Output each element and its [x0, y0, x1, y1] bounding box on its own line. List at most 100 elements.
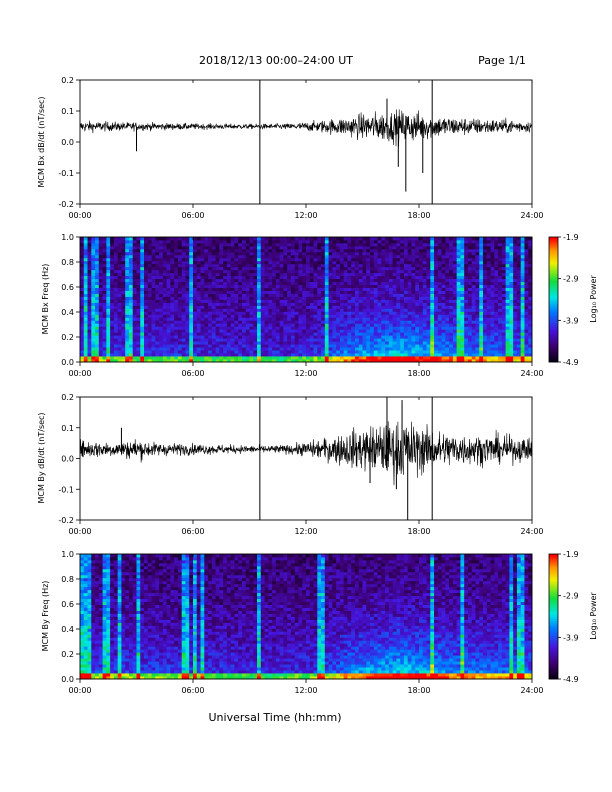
heatmap-cell [245, 263, 250, 268]
heatmap-cell [272, 353, 277, 357]
heatmap-cell [230, 278, 235, 283]
heatmap-cell [362, 299, 367, 303]
heatmap-cell [460, 338, 465, 342]
heatmap-cell [177, 272, 183, 277]
heatmap-cell [102, 350, 107, 354]
heatmap-cell [388, 326, 394, 330]
heatmap-cell [264, 266, 269, 271]
heatmap-cell [234, 275, 239, 280]
heatmap-cell [80, 356, 85, 360]
heatmap-cell [332, 323, 337, 327]
heatmap-cell [177, 350, 183, 354]
heatmap-cell [170, 254, 175, 259]
heatmap-cell [392, 356, 397, 360]
heatmap-cell [317, 237, 322, 241]
heatmap-cell [193, 275, 198, 280]
heatmap-cell [358, 237, 363, 241]
heatmap-cell [392, 329, 397, 333]
heatmap-cell [321, 248, 326, 253]
heatmap-cell [226, 287, 232, 291]
heatmap-cell [486, 269, 491, 274]
heatmap-cell [317, 332, 322, 336]
heatmap-cell [385, 290, 390, 294]
heatmap-cell [313, 245, 318, 250]
heatmap-cell [498, 237, 503, 241]
heatmap-cell [230, 290, 235, 294]
heatmap-cell [113, 254, 119, 259]
heatmap-cell [185, 347, 190, 351]
heatmap-cell [317, 326, 322, 330]
heatmap-cell [211, 317, 216, 321]
heatmap-cell [490, 254, 495, 259]
heatmap-cell [226, 242, 232, 247]
heatmap-cell [147, 305, 152, 309]
heatmap-cell [151, 254, 156, 259]
heatmap-cell [388, 266, 394, 271]
plot-frame [79, 79, 533, 205]
heatmap-cell [381, 350, 386, 354]
heatmap-cell [223, 257, 228, 262]
heatmap-cell [102, 353, 107, 357]
heatmap-cell [162, 251, 168, 256]
heatmap-cell [332, 338, 337, 342]
heatmap-cell [324, 242, 329, 247]
heatmap-cell [513, 269, 518, 274]
heatmap-cell [87, 284, 92, 288]
heatmap-cell [287, 305, 292, 309]
heatmap-cell [279, 311, 284, 315]
heatmap-cell [219, 293, 224, 297]
heatmap-cell [226, 290, 232, 294]
heatmap-cell [336, 237, 341, 241]
heatmap-cell [253, 323, 258, 327]
heatmap-cell [516, 242, 522, 247]
heatmap-cell [339, 320, 345, 324]
heatmap-cell [121, 293, 126, 297]
heatmap-cell [490, 353, 495, 357]
heatmap-cell [290, 290, 296, 294]
heatmap-cell [272, 239, 277, 244]
heatmap-cell [317, 251, 322, 256]
heatmap-cell [189, 278, 194, 283]
heatmap-cell [483, 338, 488, 342]
heatmap-cell [441, 317, 446, 321]
heatmap-cell [87, 260, 92, 265]
heatmap-cell [370, 269, 375, 274]
heatmap-cell [95, 269, 100, 274]
heatmap-cell [464, 317, 469, 321]
heatmap-cell [434, 299, 439, 303]
heatmap-cell [211, 239, 216, 244]
heatmap-cell [475, 290, 480, 294]
heatmap-cell [193, 356, 198, 360]
heatmap-cell [388, 359, 394, 363]
heatmap-cell [110, 350, 115, 354]
heatmap-cell [155, 305, 160, 309]
heatmap-cell [498, 257, 503, 262]
heatmap-cell [283, 341, 288, 345]
heatmap-cell [520, 329, 525, 333]
heatmap-cell [298, 281, 303, 286]
heatmap-cell [170, 290, 175, 294]
heatmap-cell [95, 332, 100, 336]
heatmap-cell [177, 239, 183, 244]
heatmap-cell [328, 326, 333, 330]
heatmap-cell [351, 251, 356, 256]
heatmap-cell [132, 248, 137, 253]
heatmap-cell [317, 317, 322, 321]
heatmap-cell [426, 320, 431, 324]
heatmap-cell [110, 245, 115, 250]
heatmap-cell [219, 254, 224, 259]
heatmap-cell [381, 272, 386, 277]
heatmap-cell [200, 326, 205, 330]
heatmap-cell [185, 275, 190, 280]
heatmap-cell [317, 257, 322, 262]
heatmap-cell [479, 308, 484, 312]
heatmap-cell [385, 299, 390, 303]
heatmap-cell [486, 239, 491, 244]
heatmap-cell [264, 335, 269, 339]
heatmap-cell [354, 269, 360, 274]
heatmap-cell [505, 311, 510, 315]
heatmap-cell [336, 338, 341, 342]
heatmap-cell [219, 284, 224, 288]
heatmap-cell [159, 308, 164, 312]
heatmap-cell [268, 311, 273, 315]
